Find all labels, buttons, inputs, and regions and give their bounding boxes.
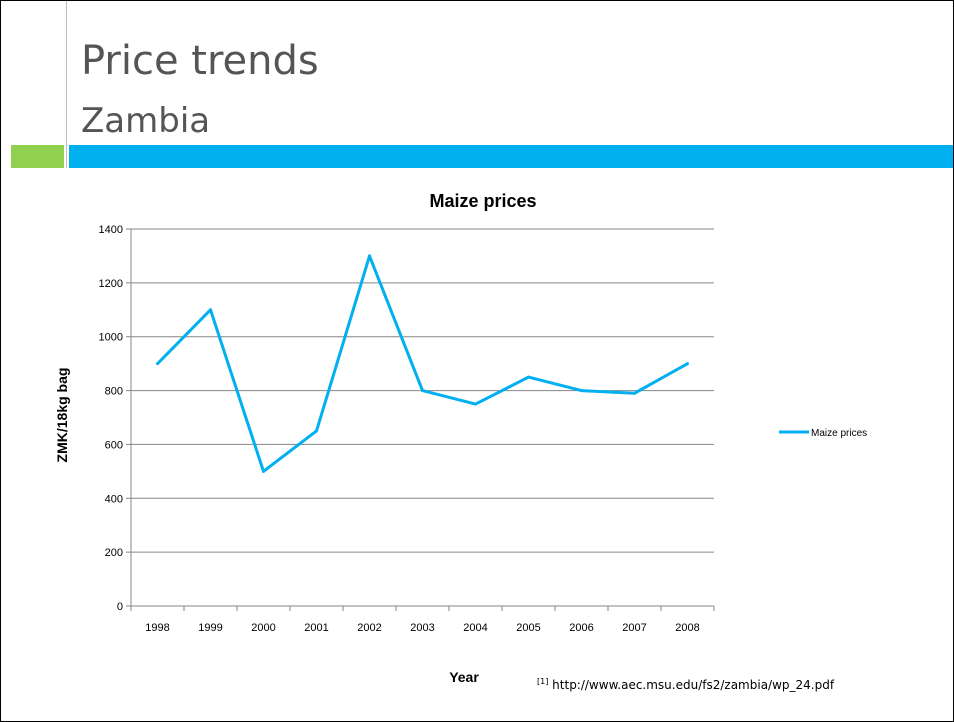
y-tick-label: 1400 <box>99 224 123 236</box>
accent-bar-green <box>11 145 64 168</box>
series-layer <box>156 254 689 473</box>
footnote-marker: [1] <box>537 677 549 686</box>
data-point <box>368 254 371 258</box>
slide-subtitle: Zambia <box>81 101 211 141</box>
data-point <box>262 469 265 473</box>
data-point <box>315 429 318 433</box>
data-point <box>209 308 212 312</box>
x-tick-label: 2004 <box>463 622 487 634</box>
y-tick-label: 200 <box>105 547 123 559</box>
divider-line <box>66 1 67 168</box>
data-point <box>527 375 530 379</box>
x-tick-label: 2001 <box>304 622 328 634</box>
data-point <box>474 402 477 406</box>
x-tick-label: 2003 <box>410 622 434 634</box>
y-axis-label: ZMK/18kg bag <box>54 368 70 463</box>
data-point <box>633 391 636 395</box>
x-tick-label: 2005 <box>516 622 540 634</box>
y-tick-label: 1200 <box>99 278 123 290</box>
data-point <box>421 389 424 393</box>
x-tick-label: 1999 <box>198 622 222 634</box>
accent-bar-blue <box>69 145 953 168</box>
x-tick-label: 2007 <box>622 622 646 634</box>
chart-title: Maize prices <box>429 191 536 211</box>
x-tick-label: 2006 <box>569 622 593 634</box>
data-point <box>156 362 159 366</box>
data-point <box>580 389 583 393</box>
legend-label: Maize prices <box>811 428 867 439</box>
x-tick-label: 2002 <box>357 622 381 634</box>
y-tick-label: 400 <box>105 493 123 505</box>
y-tick-label: 600 <box>105 439 123 451</box>
x-tick-label: 2000 <box>251 622 275 634</box>
axes: 0 200 400 600 800 1000 1200 1400 1998 1999 2000 200… <box>99 224 715 634</box>
series-line-maize-prices <box>156 254 689 473</box>
x-axis-label: Year <box>449 669 479 685</box>
x-tick-label: 2008 <box>675 622 699 634</box>
data-point <box>686 362 689 366</box>
footnote: [1] http://www.aec.msu.edu/fs2/zambia/wp… <box>537 677 834 692</box>
y-tick-label: 0 <box>117 601 123 613</box>
y-tick-label: 800 <box>105 386 123 398</box>
footnote-link[interactable]: http://www.aec.msu.edu/fs2/zambia/wp_24.… <box>552 678 835 692</box>
legend: Maize prices <box>779 428 867 439</box>
y-tick-label: 1000 <box>99 332 123 344</box>
slide-title: Price trends <box>81 38 319 84</box>
x-tick-label: 1998 <box>145 622 169 634</box>
